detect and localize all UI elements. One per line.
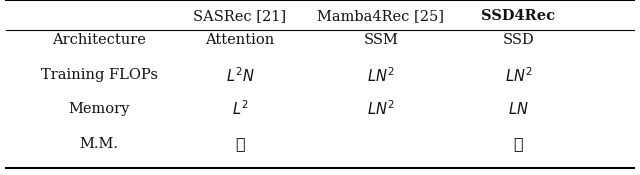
- Text: Training FLOPs: Training FLOPs: [41, 68, 157, 82]
- Text: $LN$: $LN$: [508, 100, 529, 117]
- Text: SSD: SSD: [502, 33, 534, 47]
- Text: M.M.: M.M.: [80, 136, 118, 150]
- Text: SASRec [21]: SASRec [21]: [193, 9, 287, 23]
- Text: Architecture: Architecture: [52, 33, 146, 47]
- Text: $L^2$: $L^2$: [232, 99, 248, 118]
- Text: ✓: ✓: [513, 135, 524, 152]
- Text: ✓: ✓: [235, 135, 245, 152]
- Text: SSM: SSM: [364, 33, 398, 47]
- Text: $LN^2$: $LN^2$: [367, 99, 395, 118]
- Text: $L^2N$: $L^2N$: [225, 66, 255, 85]
- Text: Memory: Memory: [68, 102, 130, 116]
- Text: SSD4Rec: SSD4Rec: [481, 9, 556, 23]
- Text: $LN^2$: $LN^2$: [367, 66, 395, 85]
- Text: Mamba4Rec [25]: Mamba4Rec [25]: [317, 9, 444, 23]
- Text: $LN^2$: $LN^2$: [504, 66, 532, 85]
- Text: Attention: Attention: [205, 33, 275, 47]
